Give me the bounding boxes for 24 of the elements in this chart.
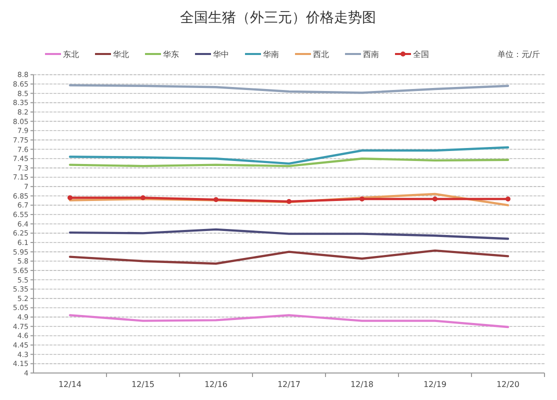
line-series: [68, 314, 510, 328]
legend-label: 华北: [113, 50, 129, 59]
chart-title: 全国生猪（外三元）价格走势图: [180, 10, 376, 26]
line-series: [68, 249, 510, 265]
line-series: [68, 192, 510, 206]
legend-label: 西南: [363, 50, 379, 59]
legend-label: 西北: [313, 50, 329, 59]
x-tick-label: 12/20: [496, 380, 520, 389]
legend-label: 华东: [163, 50, 179, 59]
line-series: [68, 84, 510, 94]
x-tick-label: 12/16: [204, 380, 228, 389]
legend-label: 东北: [63, 50, 79, 59]
x-tick-label: 12/15: [131, 380, 155, 389]
x-tick-label: 12/14: [58, 380, 82, 389]
line-series: [68, 158, 510, 168]
legend-label: 华中: [213, 50, 229, 59]
legend-label: 全国: [413, 50, 429, 59]
line-series: [68, 228, 510, 240]
line-series: [68, 146, 510, 165]
x-tick-label: 12/17: [277, 380, 301, 389]
x-tick-label: 12/18: [350, 380, 374, 389]
legend-label: 华南: [263, 50, 279, 59]
text: 单位：元/斤: [497, 50, 540, 59]
x-tick-label: 12/19: [423, 380, 447, 389]
